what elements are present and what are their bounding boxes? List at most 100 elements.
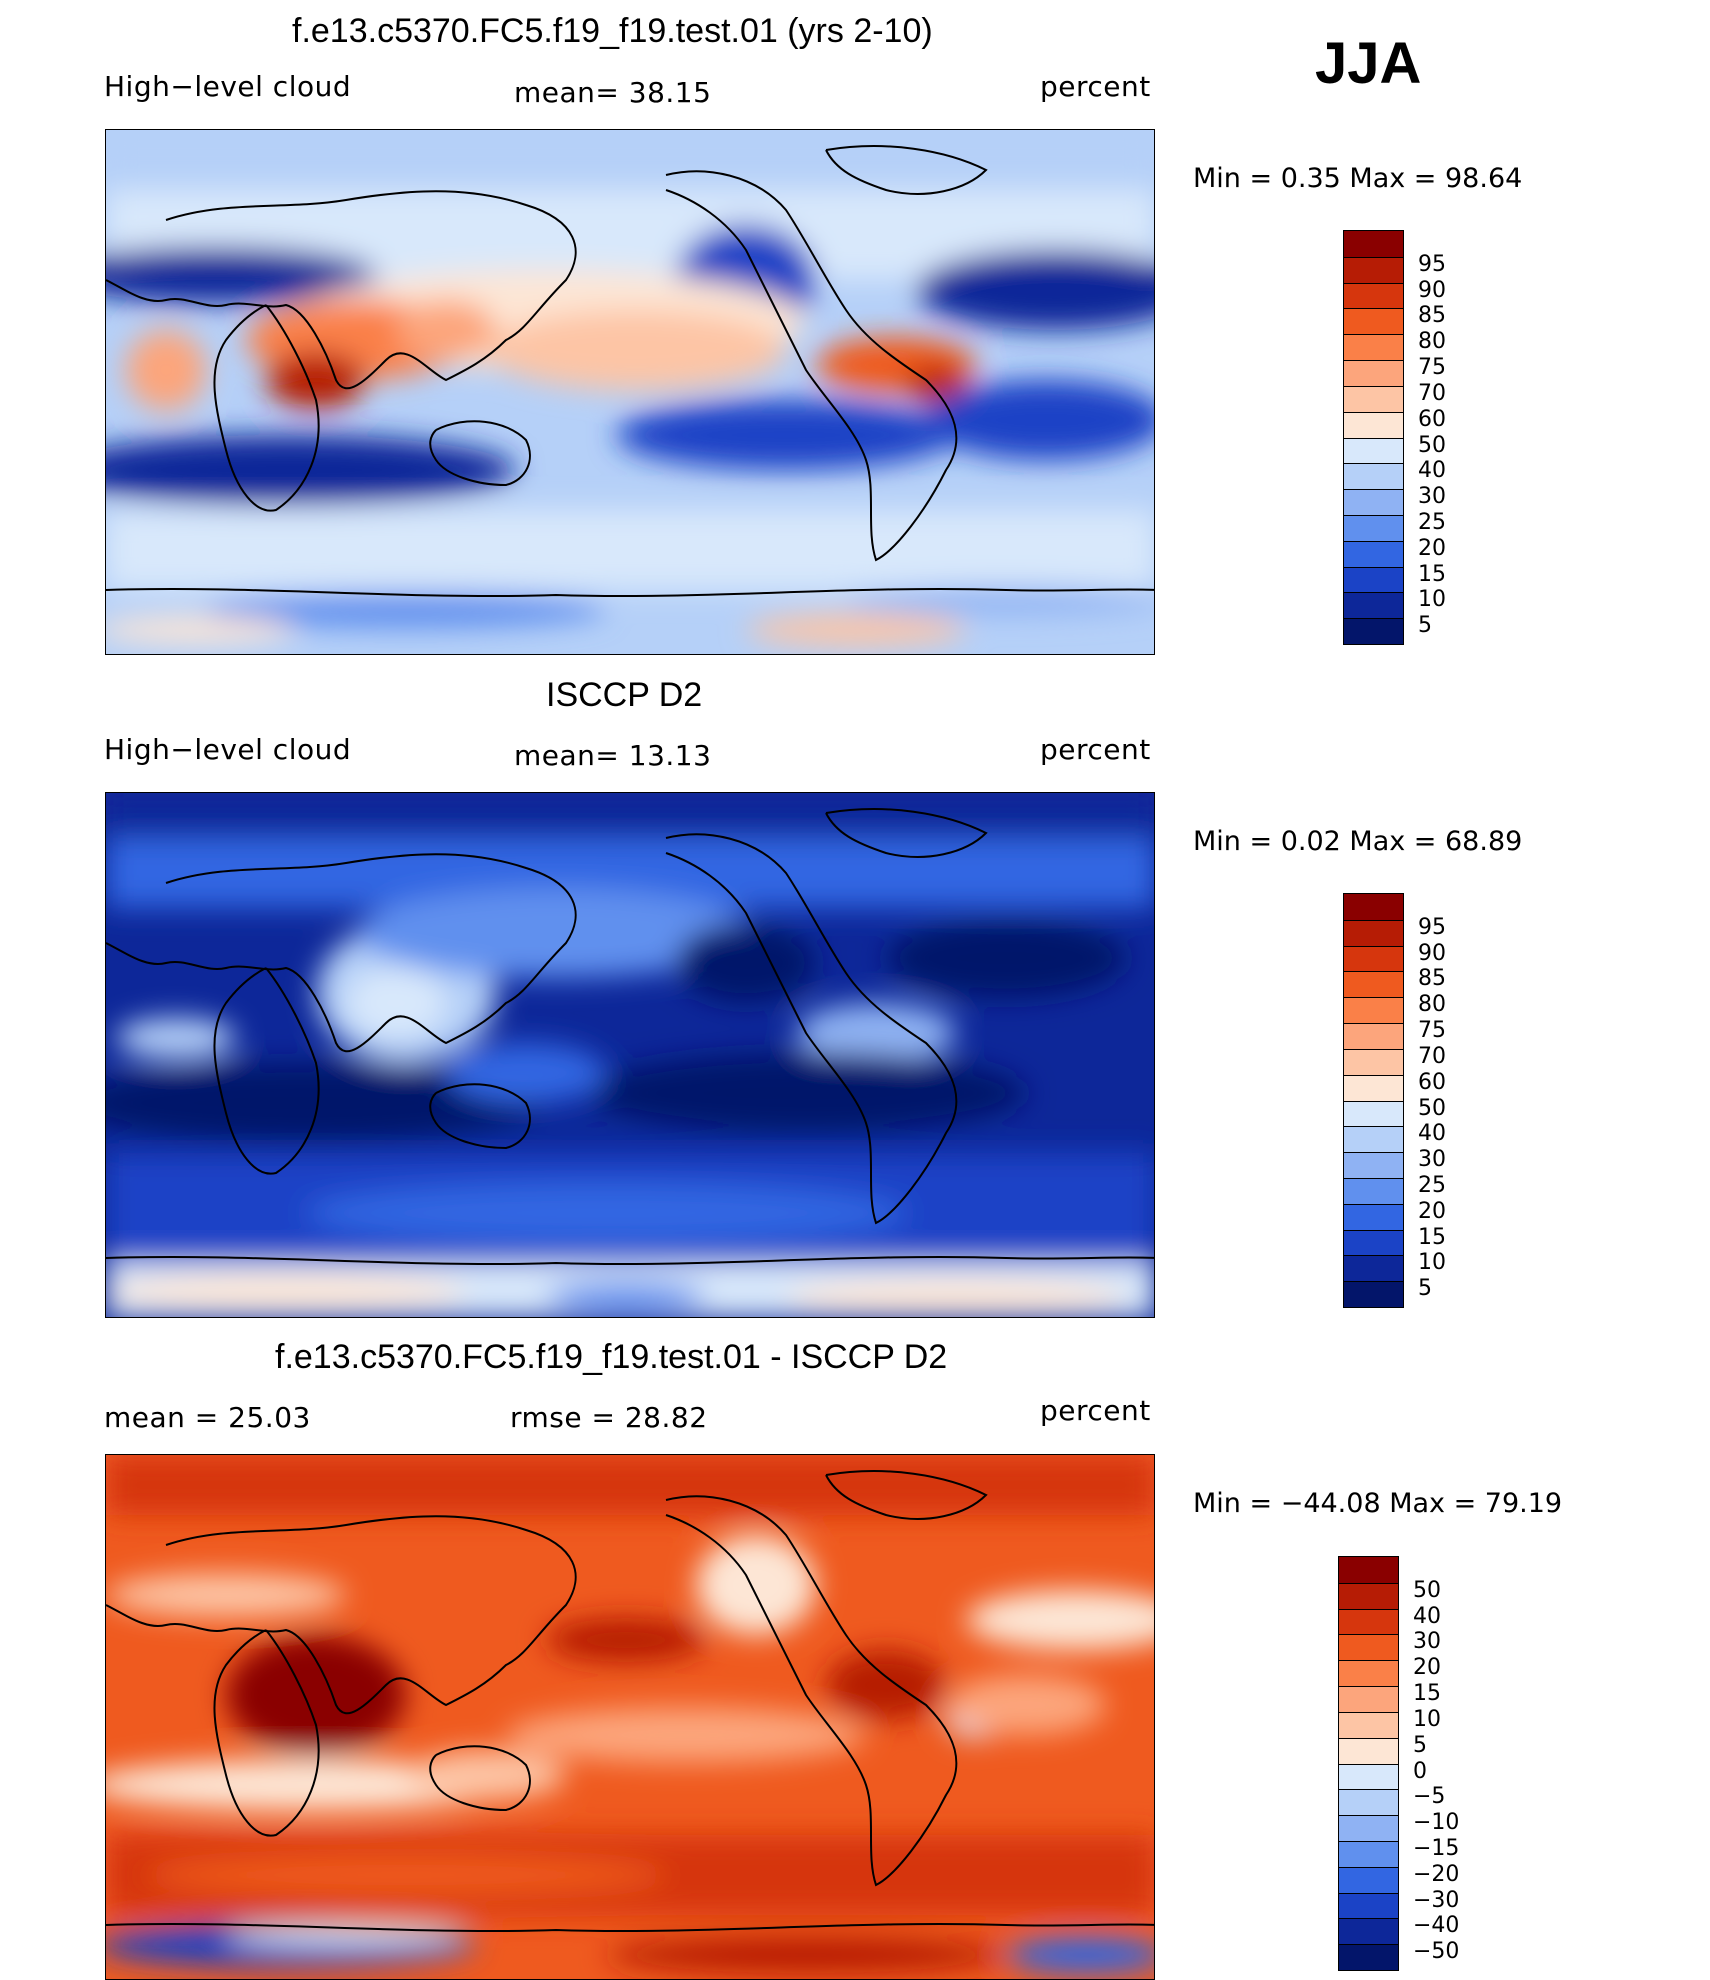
colorbar-swatch	[1339, 1763, 1398, 1790]
colorbar-swatch	[1344, 334, 1403, 361]
colorbar-swatch	[1344, 1126, 1403, 1153]
colorbar-swatch	[1344, 489, 1403, 515]
colorbar-tick-label: 25	[1418, 509, 1446, 535]
colorbar-swatch	[1344, 231, 1403, 257]
colorbar-swatch	[1339, 1686, 1398, 1712]
colorbar-tick-label: 80	[1418, 992, 1446, 1018]
colorbar-swatch	[1339, 1557, 1398, 1583]
panel-2-title: ISCCP D2	[546, 676, 703, 714]
panel-3-title: f.e13.c5370.FC5.f19_f19.test.01 - ISCCP …	[275, 1338, 948, 1376]
panel-3-map	[105, 1454, 1155, 1980]
colorbar-tick-label: 70	[1418, 1043, 1446, 1069]
colorbar-swatch	[1344, 997, 1403, 1024]
colorbar-swatch	[1339, 1737, 1398, 1764]
colorbar-swatch	[1344, 1203, 1403, 1230]
colorbar-tick-label: 50	[1418, 432, 1446, 458]
colorbar-swatch	[1344, 1048, 1403, 1075]
colorbar-tick-label: 5	[1418, 613, 1432, 639]
season-label: JJA	[1315, 31, 1422, 96]
colorbar-swatch	[1344, 618, 1403, 644]
colorbar-tick-label: 50	[1413, 1577, 1441, 1603]
colorbar-swatch	[1339, 1582, 1398, 1609]
colorbar-tick-label: 20	[1413, 1655, 1441, 1681]
colorbar-swatch	[1339, 1840, 1398, 1867]
colorbar-swatch	[1344, 385, 1403, 412]
colorbar-tick-label: 10	[1413, 1706, 1441, 1732]
panel-3-minmax: Min = −44.08 Max = 79.19	[1193, 1488, 1563, 1519]
colorbar-swatch	[1344, 971, 1403, 998]
colorbar-swatch	[1344, 894, 1403, 920]
colorbar-tick-label: 85	[1418, 966, 1446, 992]
panel-3-mean: mean = 25.03	[104, 1401, 311, 1434]
colorbar-tick-label: 0	[1413, 1758, 1427, 1784]
colorbar-tick-label: −5	[1413, 1784, 1446, 1810]
colorbar-tick-label: −50	[1413, 1939, 1460, 1965]
colorbar-tick-label: 15	[1418, 1224, 1446, 1250]
colorbar-tick-label: 30	[1418, 484, 1446, 510]
colorbar-swatch	[1344, 360, 1403, 386]
colorbar-tick-label: 20	[1418, 1198, 1446, 1224]
colorbar-tick-label: 40	[1418, 458, 1446, 484]
colorbar-tick-label: 90	[1418, 277, 1446, 303]
panel-1-title: f.e13.c5370.FC5.f19_f19.test.01 (yrs 2-1…	[292, 12, 933, 50]
panel-1-variable-label: High−level cloud	[104, 70, 352, 103]
colorbar-tick-label: 40	[1418, 1121, 1446, 1147]
colorbar-tick-label: 50	[1418, 1095, 1446, 1121]
colorbar-tick-label: −40	[1413, 1913, 1460, 1939]
colorbar-swatch	[1339, 1815, 1398, 1841]
colorbar-swatch	[1344, 540, 1403, 567]
colorbar-swatch	[1344, 308, 1403, 335]
colorbar-swatch	[1339, 1608, 1398, 1635]
colorbar-swatch	[1344, 1023, 1403, 1049]
colorbar-swatch	[1344, 1177, 1403, 1204]
colorbar-tick-label: 40	[1413, 1603, 1441, 1629]
panel-3-colorbar	[1338, 1556, 1399, 1971]
colorbar-tick-label: 60	[1418, 406, 1446, 432]
colorbar-tick-label: 85	[1418, 303, 1446, 329]
colorbar-tick-label: 15	[1418, 561, 1446, 587]
panel-2-units: percent	[1040, 733, 1151, 766]
panel-2-variable-label: High−level cloud	[104, 733, 352, 766]
colorbar-swatch	[1339, 1944, 1398, 1970]
colorbar-swatch	[1344, 1255, 1403, 1282]
colorbar-tick-label: 30	[1418, 1147, 1446, 1173]
colorbar-swatch	[1339, 1892, 1398, 1919]
colorbar-swatch	[1344, 282, 1403, 309]
panel-2-minmax: Min = 0.02 Max = 68.89	[1193, 826, 1523, 857]
colorbar-tick-label: 90	[1418, 940, 1446, 966]
colorbar-tick-label: 75	[1418, 1018, 1446, 1044]
panel-3-rmse: rmse = 28.82	[510, 1401, 708, 1434]
colorbar-tick-label: 10	[1418, 587, 1446, 613]
panel-2-map	[105, 792, 1155, 1318]
colorbar-tick-label: −15	[1413, 1835, 1460, 1861]
colorbar-swatch	[1339, 1711, 1398, 1738]
panel-3-units: percent	[1040, 1394, 1151, 1427]
colorbar-tick-label: 5	[1418, 1276, 1432, 1302]
colorbar-swatch	[1344, 411, 1403, 438]
colorbar-tick-label: 10	[1418, 1250, 1446, 1276]
colorbar-swatch	[1344, 437, 1403, 464]
colorbar-swatch	[1344, 566, 1403, 593]
colorbar-tick-label: 25	[1418, 1172, 1446, 1198]
colorbar-swatch	[1344, 919, 1403, 946]
colorbar-swatch	[1344, 1074, 1403, 1101]
colorbar-swatch	[1339, 1660, 1398, 1687]
colorbar-tick-label: 75	[1418, 355, 1446, 381]
colorbar-tick-label: 70	[1418, 380, 1446, 406]
colorbar-swatch	[1339, 1789, 1398, 1816]
panel-1-colorbar	[1343, 230, 1404, 645]
colorbar-tick-label: 95	[1418, 251, 1446, 277]
colorbar-swatch	[1344, 514, 1403, 541]
colorbar-swatch	[1344, 1281, 1403, 1307]
colorbar-tick-label: −10	[1413, 1810, 1460, 1836]
panel-1-map	[105, 129, 1155, 655]
colorbar-tick-label: 15	[1413, 1681, 1441, 1707]
colorbar-tick-label: 5	[1413, 1732, 1427, 1758]
colorbar-tick-label: −30	[1413, 1887, 1460, 1913]
colorbar-swatch	[1344, 592, 1403, 619]
panel-1-minmax: Min = 0.35 Max = 98.64	[1193, 163, 1523, 194]
colorbar-swatch	[1344, 945, 1403, 972]
panel-1-mean: mean= 38.15	[514, 76, 712, 109]
colorbar-swatch	[1339, 1918, 1398, 1945]
panel-1-units: percent	[1040, 70, 1151, 103]
